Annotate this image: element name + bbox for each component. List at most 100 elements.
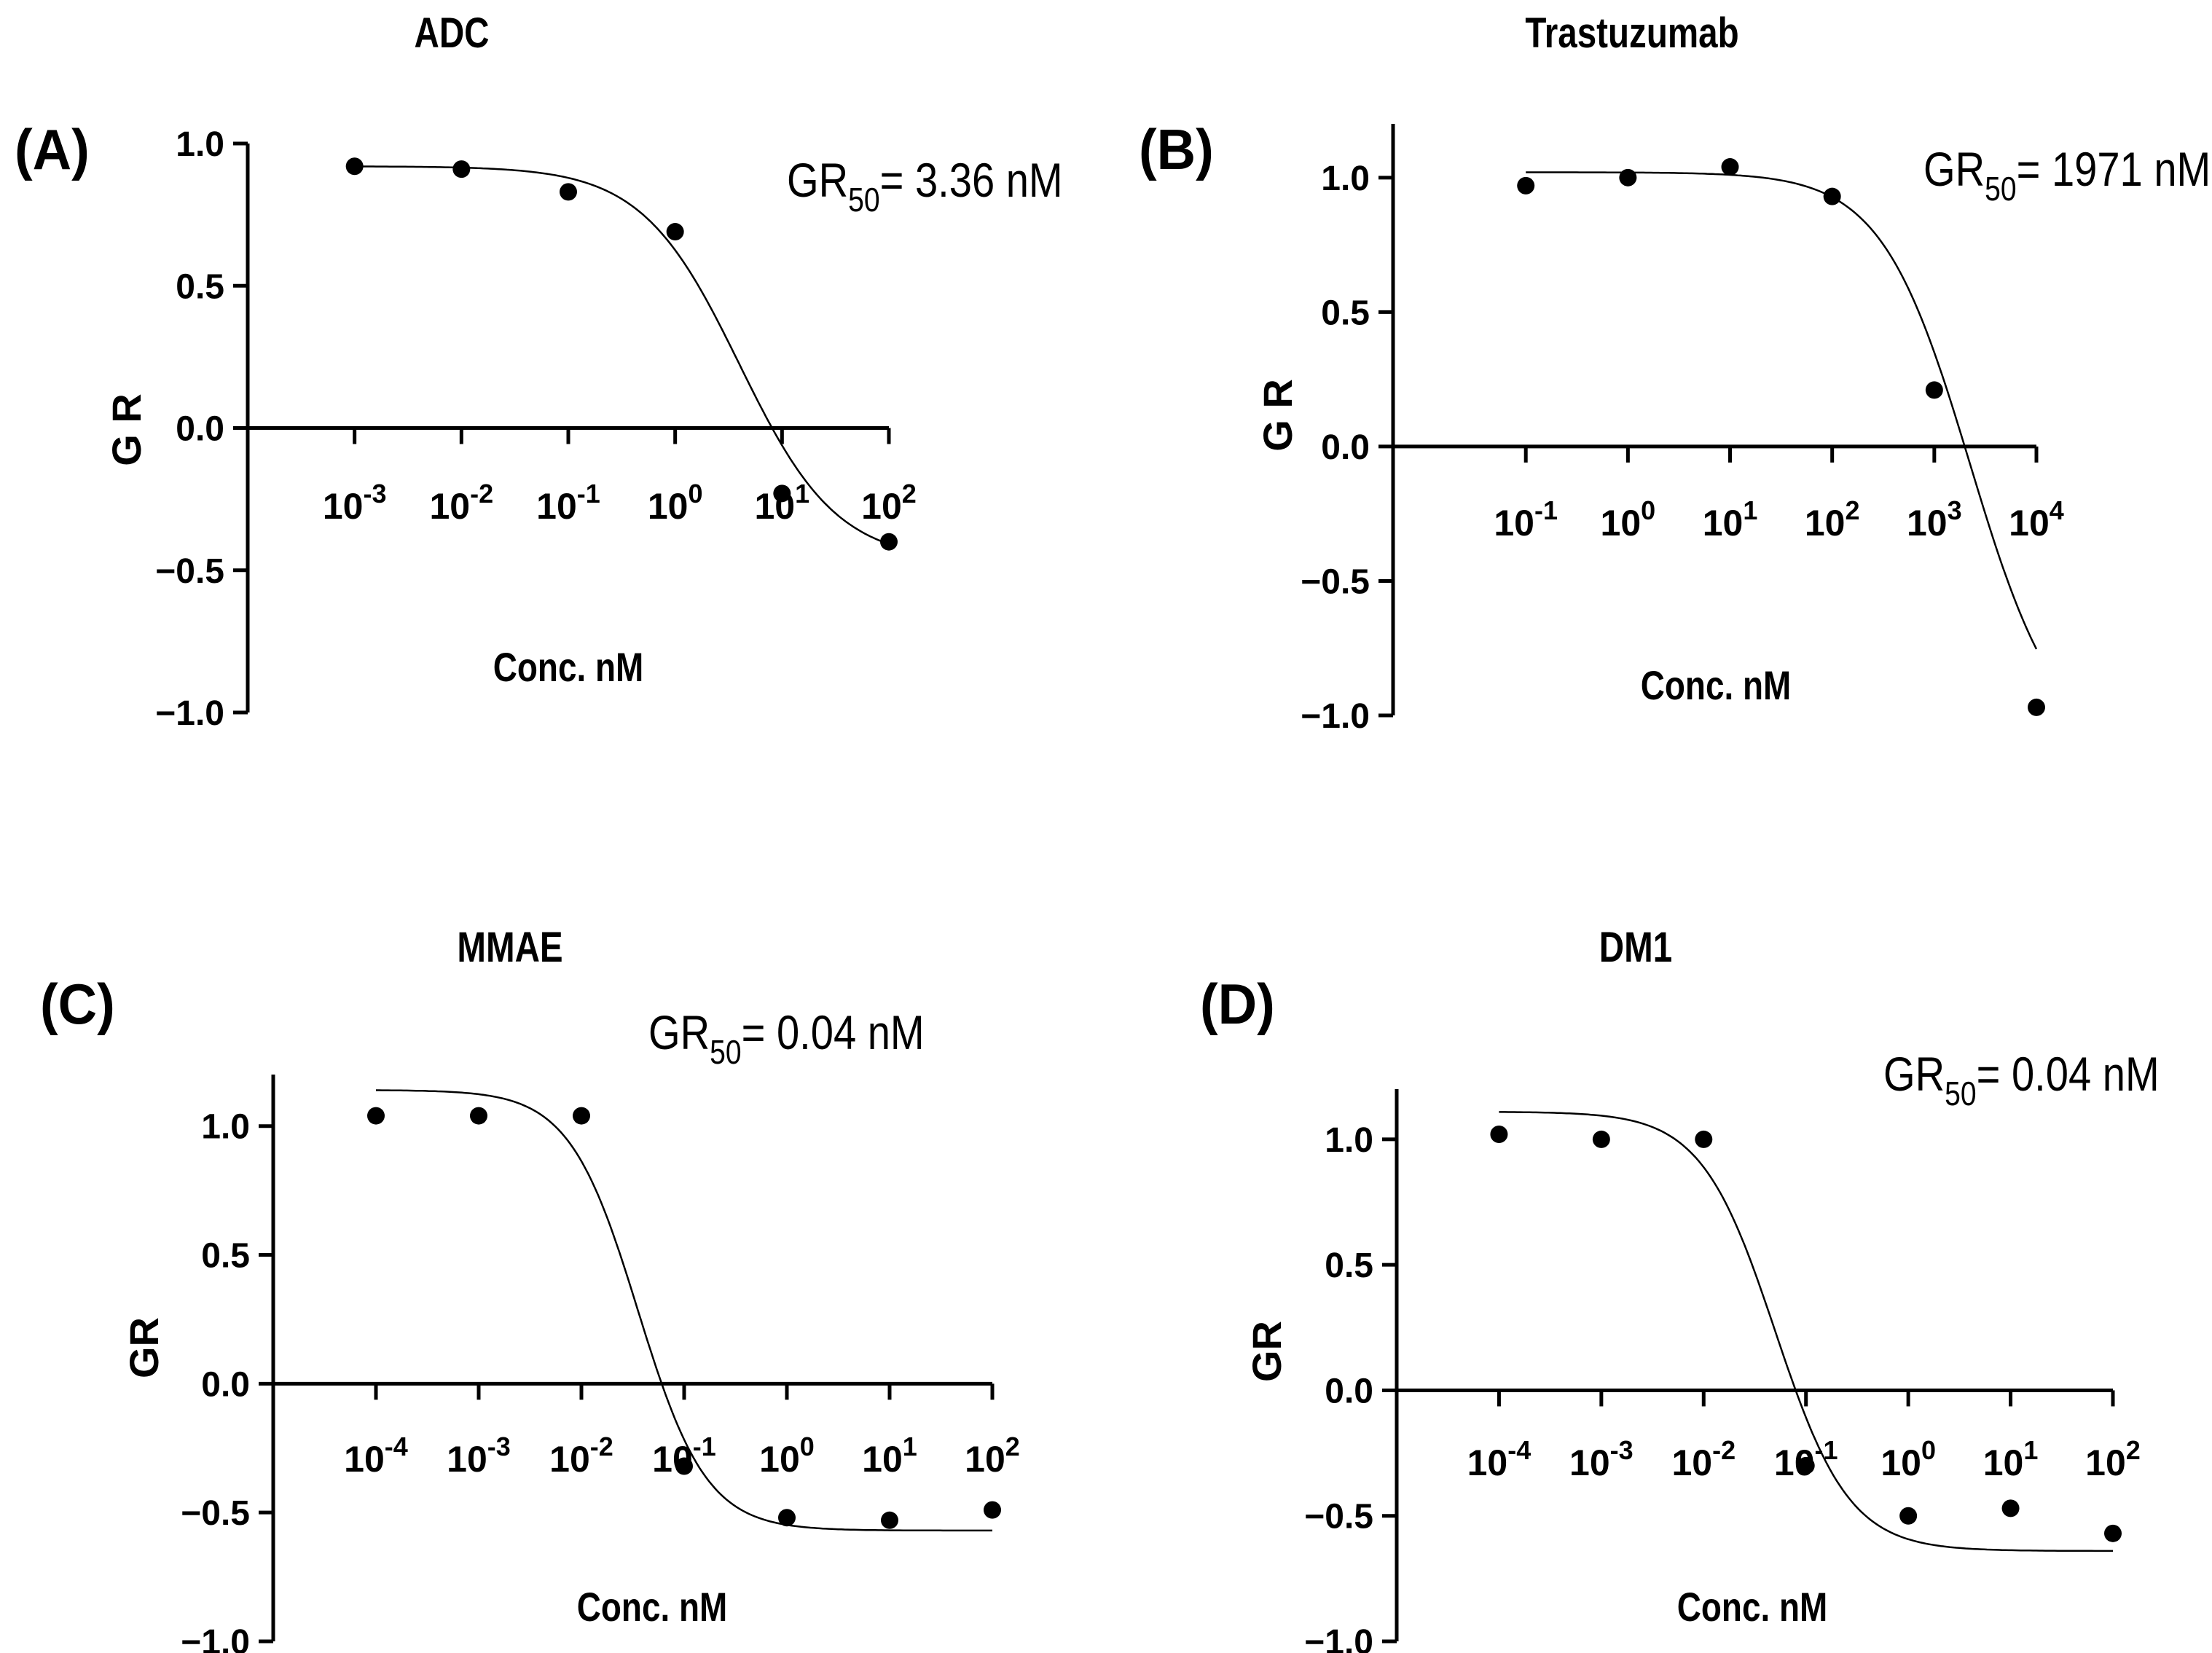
x-tick-exponent: -1 [1815, 1435, 1838, 1465]
data-point [1721, 158, 1739, 176]
x-tick-exponent: -4 [1507, 1435, 1531, 1465]
y-tick-label: −1.0 [1304, 1623, 1373, 1653]
chart-title: Trastuzumab [1525, 10, 1738, 58]
y-tick-label: −0.5 [1301, 562, 1370, 601]
data-point [1797, 1456, 1815, 1475]
data-point [452, 160, 471, 178]
x-tick-label: 100 [759, 1432, 815, 1480]
x-tick-label: 10-4 [1467, 1435, 1531, 1483]
data-point [880, 533, 898, 551]
gr50-prefix: GR [1883, 1048, 1945, 1101]
data-point [1823, 187, 1841, 205]
data-point [666, 223, 684, 241]
y-tick-label: 1.0 [1321, 160, 1370, 198]
data-point [881, 1511, 898, 1529]
x-tick-base: 10 [549, 1439, 590, 1480]
y-tick-label: 0.0 [1321, 428, 1370, 467]
x-tick-label: 10-3 [1569, 1435, 1633, 1483]
x-tick-label: 102 [861, 479, 917, 527]
y-tick-label: −0.5 [181, 1494, 250, 1533]
x-tick-base: 10 [1569, 1442, 1610, 1483]
x-tick-exponent: 2 [1005, 1432, 1020, 1461]
data-point [1695, 1130, 1713, 1148]
gr50-subscript: 50 [710, 1034, 741, 1072]
x-tick-base: 10 [447, 1439, 487, 1480]
x-tick-exponent: -3 [487, 1432, 511, 1461]
y-tick-label: −1.0 [1301, 697, 1370, 736]
x-tick-label: 10-3 [447, 1432, 511, 1480]
x-tick-base: 10 [861, 486, 902, 527]
gr50-annotation: GR50= 0.04 nM [1883, 1048, 2160, 1113]
x-tick-label: 102 [2085, 1435, 2141, 1483]
x-tick-label: 104 [2009, 495, 2064, 543]
y-axis-label: G R [103, 393, 149, 466]
x-tick-base: 10 [1880, 1442, 1921, 1483]
x-tick-exponent: 1 [903, 1432, 917, 1461]
x-tick-exponent: -2 [1712, 1435, 1736, 1465]
x-tick-label: 101 [1983, 1435, 2039, 1483]
x-tick-label: 10-4 [344, 1432, 408, 1480]
x-tick-base: 10 [2009, 503, 2050, 543]
x-tick-exponent: -1 [693, 1432, 716, 1461]
x-tick-base: 10 [344, 1439, 385, 1480]
x-tick-exponent: 2 [902, 479, 917, 509]
x-tick-label: 10-1 [1494, 495, 1558, 543]
x-tick-base: 10 [2085, 1442, 2126, 1483]
x-axis-label: Conc. nM [493, 645, 644, 690]
gr50-annotation: GR50= 0.04 nM [648, 1006, 925, 1072]
x-tick-label: 10-2 [1671, 1435, 1736, 1483]
x-tick-base: 10 [323, 486, 364, 527]
x-tick-label: 101 [1703, 495, 1758, 543]
data-point [1490, 1126, 1508, 1144]
y-axis-label: GR [1244, 1321, 1290, 1382]
x-tick-exponent: 1 [2023, 1435, 2038, 1465]
y-tick-label: 0.5 [1325, 1246, 1373, 1285]
y-tick-label: 0.0 [1325, 1372, 1373, 1410]
x-axis-label: Conc. nM [1641, 663, 1792, 708]
y-tick-label: −0.5 [155, 552, 224, 591]
gr50-prefix: GR [1923, 143, 1985, 196]
panel-label: (C) [40, 973, 115, 1036]
x-tick-base: 10 [1494, 503, 1534, 543]
x-tick-exponent: 1 [795, 479, 809, 509]
x-tick-label: 101 [862, 1432, 917, 1480]
data-point [984, 1501, 1001, 1519]
x-tick-exponent: 2 [2126, 1435, 2141, 1465]
x-tick-label: 100 [1601, 495, 1656, 543]
gr50-prefix: GR [648, 1006, 710, 1059]
gr50-prefix: GR [787, 154, 848, 207]
y-tick-label: −1.0 [155, 694, 224, 733]
gr50-subscript: 50 [848, 181, 879, 219]
chart-title: MMAE [457, 924, 562, 972]
x-tick-base: 10 [1907, 503, 1948, 543]
x-tick-exponent: 2 [1845, 495, 1859, 525]
panel-label: (D) [1200, 973, 1275, 1036]
y-tick-label: 0.5 [176, 267, 224, 306]
data-point [2104, 1524, 2122, 1542]
x-tick-label: 10-1 [536, 479, 600, 527]
x-tick-base: 10 [965, 1439, 1005, 1480]
x-tick-base: 10 [759, 1439, 800, 1480]
gr50-value: = 0.04 nM [1977, 1048, 2160, 1101]
x-tick-label: 100 [1880, 1435, 1936, 1483]
data-point [675, 1457, 693, 1475]
panel-label: (A) [15, 118, 90, 181]
x-tick-exponent: -1 [1534, 495, 1558, 525]
x-axis-label: Conc. nM [1677, 1585, 1828, 1630]
x-tick-label: 103 [1907, 495, 1962, 543]
x-tick-base: 10 [1703, 503, 1744, 543]
y-tick-label: 0.5 [201, 1237, 250, 1276]
gr50-annotation: GR50= 1971 nM [1923, 143, 2211, 208]
x-tick-exponent: -3 [363, 479, 386, 509]
x-tick-base: 10 [1601, 503, 1642, 543]
chart-title: ADC [415, 10, 490, 58]
gr50-value: = 3.36 nM [880, 154, 1063, 207]
y-tick-label: 0.0 [176, 410, 224, 449]
x-tick-base: 10 [536, 486, 577, 527]
gr50-subscript: 50 [1985, 170, 2016, 208]
y-axis-label: GR [121, 1317, 167, 1378]
x-tick-exponent: -2 [590, 1432, 613, 1461]
x-tick-base: 10 [1983, 1442, 2024, 1483]
